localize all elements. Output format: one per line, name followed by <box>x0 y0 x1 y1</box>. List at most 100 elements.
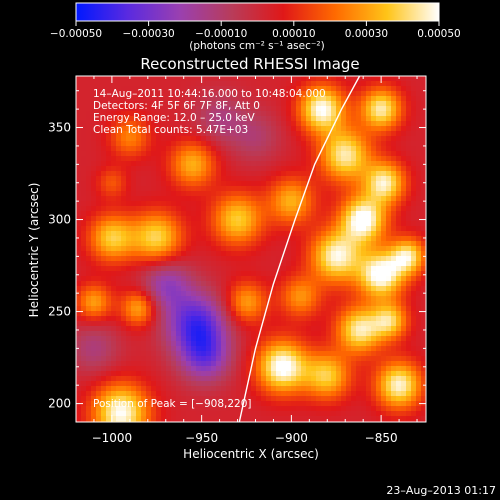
heatmap-cell <box>321 301 327 307</box>
heatmap-cell <box>356 361 362 367</box>
heatmap-cell <box>371 281 377 287</box>
heatmap-cell <box>416 116 422 122</box>
heatmap-cell <box>96 281 102 287</box>
heatmap-cell <box>211 116 217 122</box>
heatmap-cell <box>161 146 167 152</box>
heatmap-cell <box>401 156 407 162</box>
heatmap-cell <box>226 276 232 282</box>
heatmap-cell <box>266 416 272 422</box>
heatmap-cell <box>216 301 222 307</box>
heatmap-cell <box>96 106 102 112</box>
heatmap-cell <box>96 186 102 192</box>
heatmap-cell <box>296 341 302 347</box>
heatmap-cell <box>96 351 102 357</box>
heatmap-cell <box>186 316 192 322</box>
heatmap-cell <box>296 286 302 292</box>
heatmap-cell <box>241 186 247 192</box>
heatmap-cell <box>336 81 342 87</box>
heatmap-cell <box>326 341 332 347</box>
heatmap-cell <box>181 186 187 192</box>
heatmap-cell <box>166 96 172 102</box>
heatmap-cell <box>396 316 402 322</box>
heatmap-cell <box>391 371 397 377</box>
heatmap-cell <box>346 251 352 257</box>
heatmap-cell <box>261 406 267 412</box>
heatmap-cell <box>156 341 162 347</box>
heatmap-cell <box>126 356 132 362</box>
heatmap-cell <box>166 141 172 147</box>
heatmap-cell <box>111 311 117 317</box>
heatmap-cell <box>326 411 332 417</box>
heatmap-cell <box>416 416 422 422</box>
heatmap-cell <box>131 221 137 227</box>
heatmap-cell <box>151 341 157 347</box>
heatmap-cell <box>221 216 227 222</box>
heatmap-cell <box>361 206 367 212</box>
heatmap-cell <box>401 416 407 422</box>
heatmap-cell <box>141 256 147 262</box>
heatmap-cell <box>296 401 302 407</box>
heatmap-cell <box>271 356 277 362</box>
heatmap-cell <box>301 101 307 107</box>
heatmap-cell <box>121 106 127 112</box>
heatmap-cell <box>221 106 227 112</box>
heatmap-cell <box>276 181 282 187</box>
heatmap-cell <box>381 86 387 92</box>
heatmap-cell <box>186 226 192 232</box>
heatmap-cell <box>416 361 422 367</box>
heatmap-cell <box>386 106 392 112</box>
heatmap-cell <box>271 256 277 262</box>
heatmap-cell <box>206 351 212 357</box>
heatmap-cell <box>326 346 332 352</box>
heatmap-cell <box>231 326 237 332</box>
heatmap-cell <box>256 376 262 382</box>
heatmap-cell <box>401 341 407 347</box>
heatmap-cell <box>246 141 252 147</box>
heatmap-cell <box>96 181 102 187</box>
heatmap-cell <box>316 346 322 352</box>
heatmap-cell <box>276 231 282 237</box>
heatmap-cell <box>96 321 102 327</box>
heatmap-cell <box>391 231 397 237</box>
heatmap-cell <box>411 296 417 302</box>
heatmap-cell <box>291 191 297 197</box>
heatmap-cell <box>281 256 287 262</box>
heatmap-cell <box>126 141 132 147</box>
heatmap-cell <box>211 386 217 392</box>
heatmap-cell <box>416 146 422 152</box>
heatmap-cell <box>156 131 162 137</box>
heatmap-cell <box>196 316 202 322</box>
heatmap-cell <box>351 276 357 282</box>
heatmap-cell <box>101 331 107 337</box>
heatmap-cell <box>241 91 247 97</box>
heatmap-cell <box>281 236 287 242</box>
heatmap-cell <box>141 141 147 147</box>
heatmap-cell <box>341 146 347 152</box>
heatmap-cell <box>316 191 322 197</box>
heatmap-cell <box>86 151 92 157</box>
heatmap-cell <box>371 296 377 302</box>
heatmap-cell <box>76 216 82 222</box>
heatmap-cell <box>306 166 312 172</box>
heatmap-cell <box>151 116 157 122</box>
heatmap-cell <box>111 236 117 242</box>
heatmap-cell <box>326 256 332 262</box>
heatmap-cell <box>261 291 267 297</box>
heatmap-cell <box>251 111 257 117</box>
heatmap-cell <box>406 216 412 222</box>
heatmap-cell <box>171 251 177 257</box>
heatmap-cell <box>256 126 262 132</box>
heatmap-cell <box>161 131 167 137</box>
heatmap-cell <box>266 386 272 392</box>
heatmap-cell <box>161 291 167 297</box>
heatmap-cell <box>326 401 332 407</box>
heatmap-cell <box>316 291 322 297</box>
heatmap-cell <box>141 116 147 122</box>
heatmap-cell <box>266 146 272 152</box>
heatmap-cell <box>256 331 262 337</box>
heatmap-cell <box>361 246 367 252</box>
heatmap-cell <box>371 246 377 252</box>
heatmap-cell <box>356 216 362 222</box>
heatmap-cell <box>151 291 157 297</box>
heatmap-cell <box>256 251 262 257</box>
